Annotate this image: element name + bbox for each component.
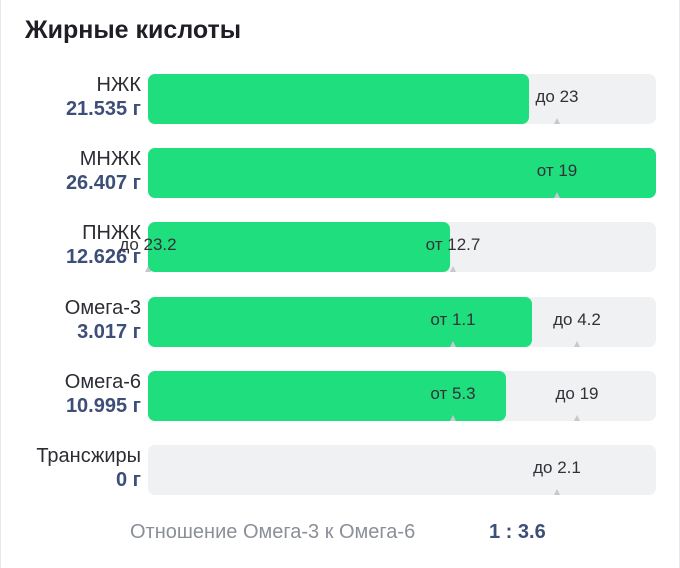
- range-marker-label: от 1.1: [430, 310, 476, 329]
- range-marker-tick: [145, 266, 151, 272]
- nutrient-amount: 0 г: [115, 469, 141, 491]
- bar-track: от 1.1 до 4.2: [148, 297, 656, 347]
- range-marker-label: до 23: [535, 87, 579, 106]
- nutrient-name: Омега-3: [64, 297, 141, 319]
- nutrient-row: ПНЖК 12.626 г от 12.7 до 23.2: [0, 221, 680, 277]
- bar-track: от 5.3 до 19: [148, 371, 656, 421]
- bar-fill: [148, 148, 656, 198]
- bar-track: от 12.7 до 23.2: [119, 222, 656, 272]
- nutrient-amount: 21.535 г: [65, 98, 141, 120]
- bar-fill: [148, 74, 529, 124]
- range-marker-label: от 5.3: [430, 384, 476, 403]
- bar-track: до 2.1: [148, 445, 656, 495]
- nutrient-row: НЖК 21.535 г до 23: [0, 73, 680, 129]
- nutrient-name: Трансжиры: [36, 445, 141, 467]
- range-marker-tick: [450, 415, 456, 421]
- nutrient-label: ПНЖК 12.626 г: [0, 221, 141, 269]
- nutrient-amount: 26.407 г: [65, 172, 141, 194]
- bar-fill: [148, 222, 450, 272]
- range-marker-label: от 12.7: [425, 235, 481, 254]
- nutrient-name: НЖК: [96, 74, 141, 96]
- omega-ratio-label: Отношение Омега-3 к Омега-6: [130, 521, 416, 543]
- nutrient-row: МНЖК 26.407 г от 19: [0, 147, 680, 203]
- nutrient-label: Омега-6 10.995 г: [0, 370, 141, 418]
- range-marker-tick: [574, 415, 580, 421]
- nutrient-row: Трансжиры 0 г до 2.1: [0, 444, 680, 500]
- nutrient-label: МНЖК 26.407 г: [0, 147, 141, 195]
- nutrient-label: Омега-3 3.017 г: [0, 296, 141, 344]
- range-marker-label: до 4.2: [553, 310, 601, 329]
- range-marker-label: от 19: [536, 161, 578, 180]
- range-marker-label: до 2.1: [533, 458, 581, 477]
- range-marker-tick: [450, 341, 456, 347]
- nutrient-name: МНЖК: [79, 148, 141, 170]
- nutrient-label: НЖК 21.535 г: [0, 73, 141, 121]
- omega-ratio-value: 1 : 3.6: [489, 521, 546, 543]
- range-marker-tick: [554, 489, 560, 495]
- card-title: Жирные кислоты: [25, 16, 242, 44]
- bar-fill: [148, 297, 532, 347]
- nutrient-row: Омега-6 10.995 г от 5.3 до 19: [0, 370, 680, 426]
- nutrient-amount: 10.995 г: [65, 395, 141, 417]
- nutrient-label: Трансжиры 0 г: [0, 444, 141, 492]
- range-marker-tick: [554, 118, 560, 124]
- nutrient-row: Омега-3 3.017 г от 1.1 до 4.2: [0, 296, 680, 352]
- nutrient-name: ПНЖК: [82, 222, 141, 244]
- nutrient-amount: 12.626 г: [65, 246, 141, 268]
- range-marker-tick: [574, 341, 580, 347]
- range-marker-tick: [450, 266, 456, 272]
- range-marker-label: до 19: [555, 384, 599, 403]
- bar-track: до 23: [148, 74, 656, 124]
- range-marker-tick: [554, 192, 560, 198]
- nutrient-name: Омега-6: [64, 371, 141, 393]
- nutrient-amount: 3.017 г: [77, 321, 141, 343]
- bar-fill: [148, 371, 506, 421]
- bar-track: от 19: [148, 148, 656, 198]
- range-marker-label: до 23.2: [119, 235, 177, 254]
